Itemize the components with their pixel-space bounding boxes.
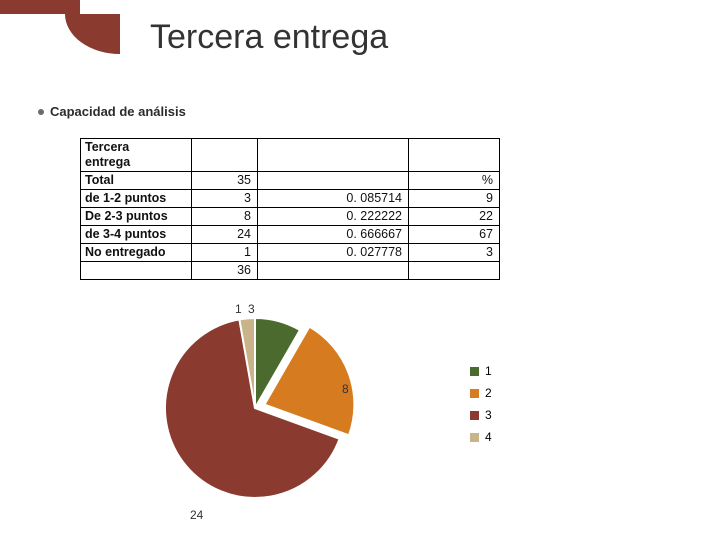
legend-item: 4 <box>470 426 492 448</box>
legend-label: 4 <box>485 426 492 448</box>
chart-legend: 1 2 3 4 <box>470 360 492 448</box>
legend-item: 3 <box>470 404 492 426</box>
accent-bar <box>0 0 80 14</box>
pie-slice-label: 1 <box>235 302 242 316</box>
pie-slice-label: 8 <box>342 382 349 396</box>
table-header-label: Terceraentrega <box>81 139 192 172</box>
subtitle: Capacidad de análisis <box>38 104 186 119</box>
page-title: Tercera entrega <box>150 18 388 57</box>
pie-chart: 38241 <box>130 290 380 510</box>
table-row: 36 <box>81 262 500 280</box>
table-row: No entregado 1 0. 027778 3 <box>81 244 500 262</box>
table-row: de 1-2 puntos 3 0. 085714 9 <box>81 190 500 208</box>
legend-swatch <box>470 367 479 376</box>
table-row: De 2-3 puntos 8 0. 222222 22 <box>81 208 500 226</box>
pie-slice-label: 24 <box>190 508 203 522</box>
table-row: Total 35 % <box>81 172 500 190</box>
pie-slice-label: 3 <box>248 302 255 316</box>
legend-label: 2 <box>485 382 492 404</box>
pie-svg <box>130 290 390 530</box>
legend-label: 1 <box>485 360 492 382</box>
legend-swatch <box>470 433 479 442</box>
pct-header: % <box>409 172 500 190</box>
legend-item: 2 <box>470 382 492 404</box>
legend-label: 3 <box>485 404 492 426</box>
accent-leaf <box>65 14 120 54</box>
legend-swatch <box>470 411 479 420</box>
data-table: Terceraentrega Total 35 % de 1-2 puntos … <box>80 138 500 280</box>
legend-item: 1 <box>470 360 492 382</box>
table-row: de 3-4 puntos 24 0. 666667 67 <box>81 226 500 244</box>
table-row: Terceraentrega <box>81 139 500 172</box>
legend-swatch <box>470 389 479 398</box>
